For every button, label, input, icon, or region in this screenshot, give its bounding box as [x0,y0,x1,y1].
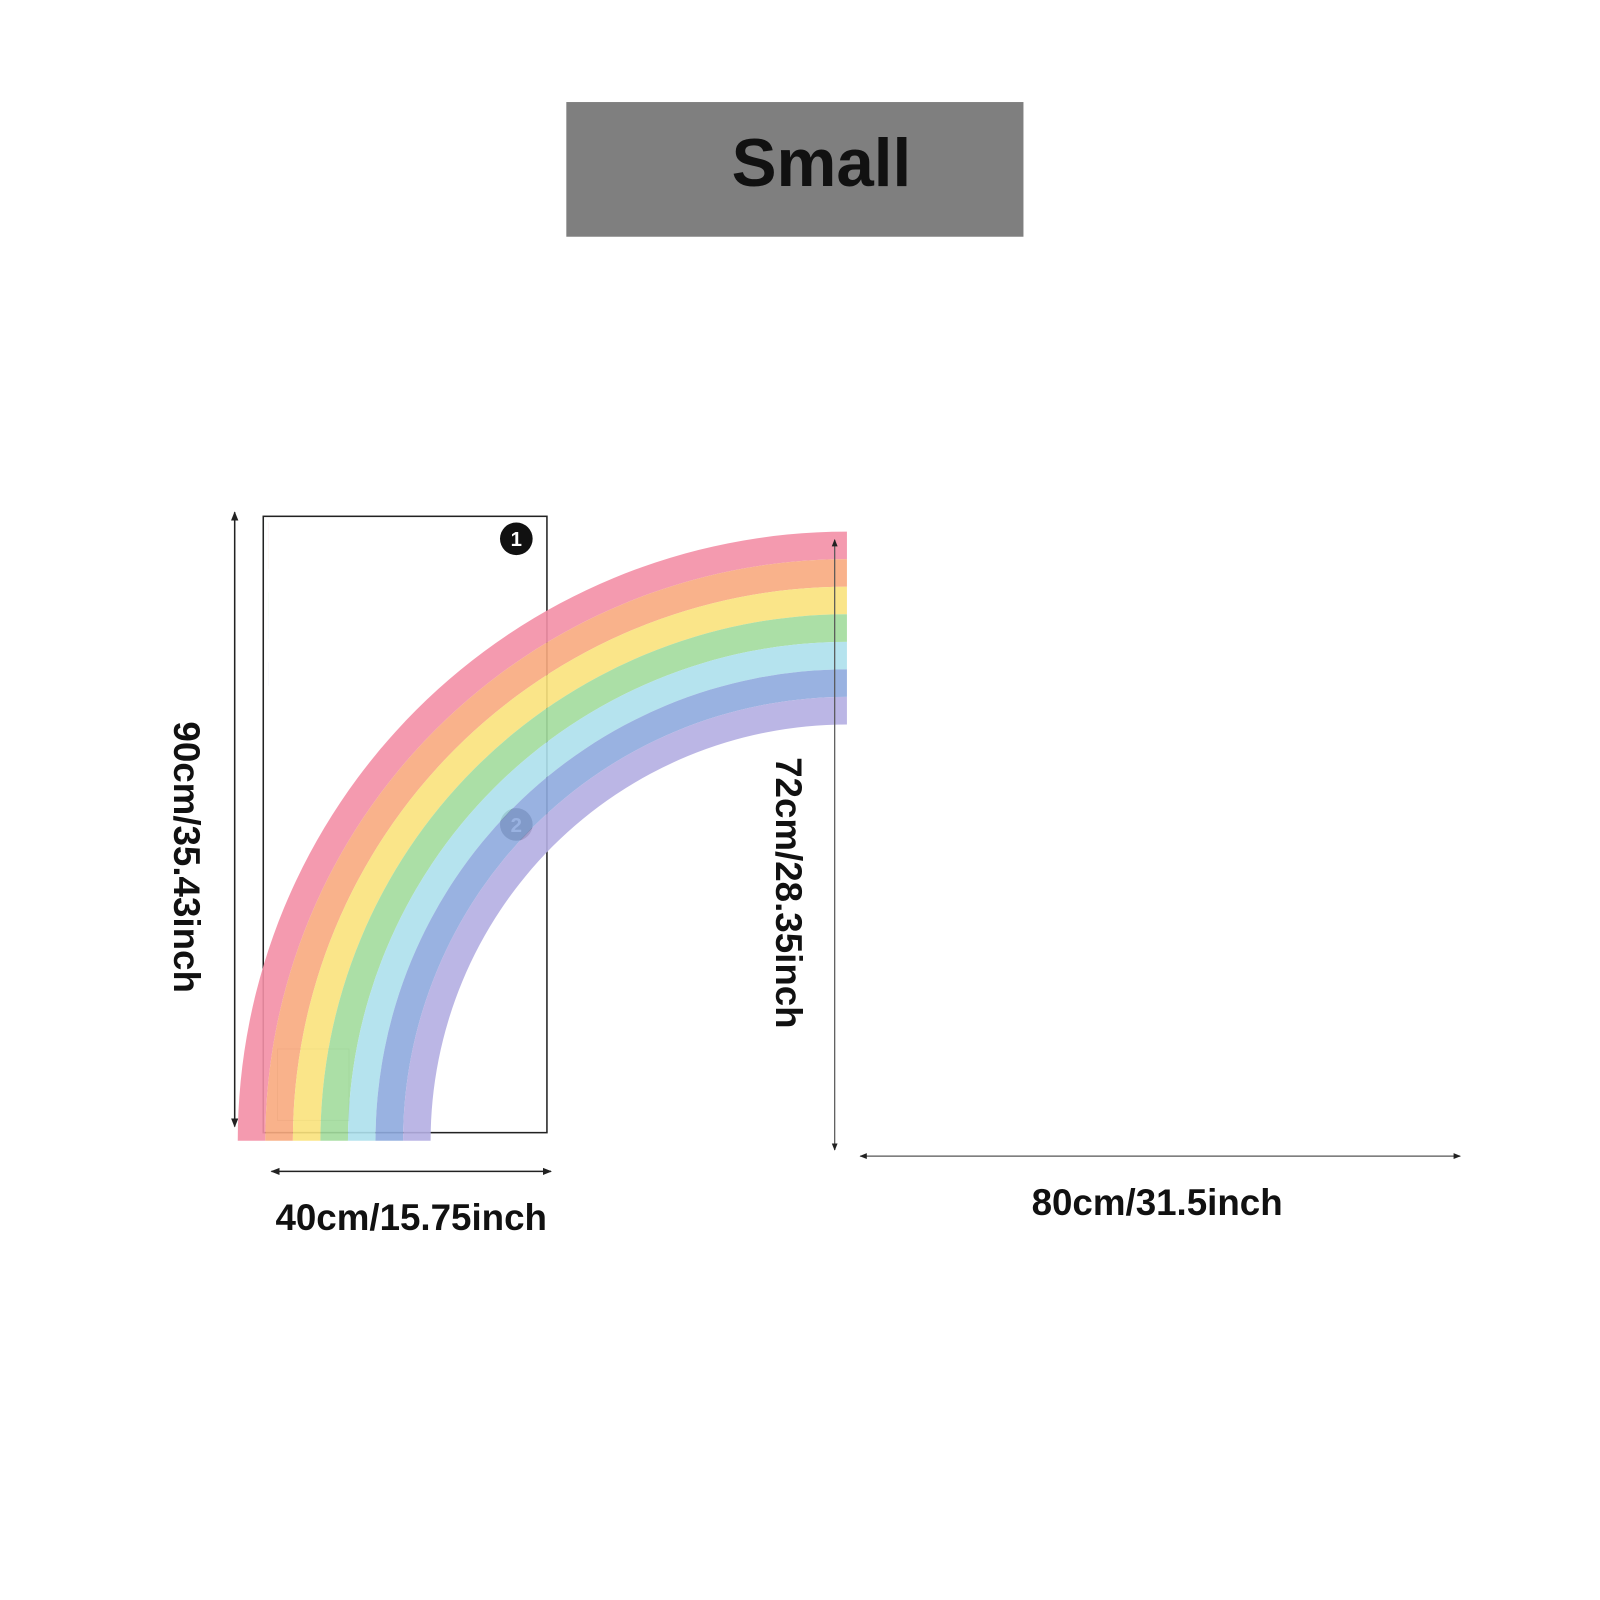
rainbow-band [0,639,268,1390]
rainbow-piece [0,522,268,1389]
title: Small [732,126,912,201]
height-label: 72cm/28.35inch [768,757,809,1028]
piece-number: 1 [511,529,522,551]
rainbow-band [375,669,847,1141]
rainbow-band [0,645,58,1128]
width-label: 40cm/15.75inch [275,1197,546,1238]
rainbow-band [0,744,58,1128]
height-label: 90cm/35.43inch [166,721,207,992]
rainbow-band [0,592,268,1389]
rainbow-band [0,769,58,1128]
width-label: 80cm/31.5inch [1032,1182,1283,1223]
rainbow-band [0,662,268,1389]
rainbow-band [0,616,268,1390]
content: Small 1 2 90cm/35.43inch 40cm/15.75inch … [0,102,1461,1389]
rainbow-band [403,696,847,1141]
rainbow-band [0,694,58,1127]
rainbow-band [0,670,58,1128]
piece-badge [499,522,533,556]
rainbow-band [0,546,268,1390]
rainbow-band [0,794,58,1128]
rainbow-band [0,522,268,1389]
rainbow [237,531,847,1141]
rainbow-band [0,719,58,1127]
title-box [566,102,1024,237]
rainbow-piece [0,645,58,1128]
rainbow-band [0,569,268,1390]
